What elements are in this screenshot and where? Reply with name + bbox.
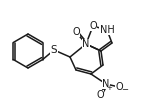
Text: O: O bbox=[115, 82, 123, 92]
Text: NH: NH bbox=[100, 25, 114, 35]
Text: N: N bbox=[102, 79, 110, 89]
Text: O: O bbox=[72, 27, 80, 37]
Text: +: + bbox=[107, 84, 112, 91]
Text: O: O bbox=[89, 21, 97, 31]
Text: S: S bbox=[51, 45, 57, 55]
Text: −: − bbox=[122, 86, 128, 95]
Text: N: N bbox=[82, 39, 90, 49]
Text: O: O bbox=[96, 90, 104, 100]
